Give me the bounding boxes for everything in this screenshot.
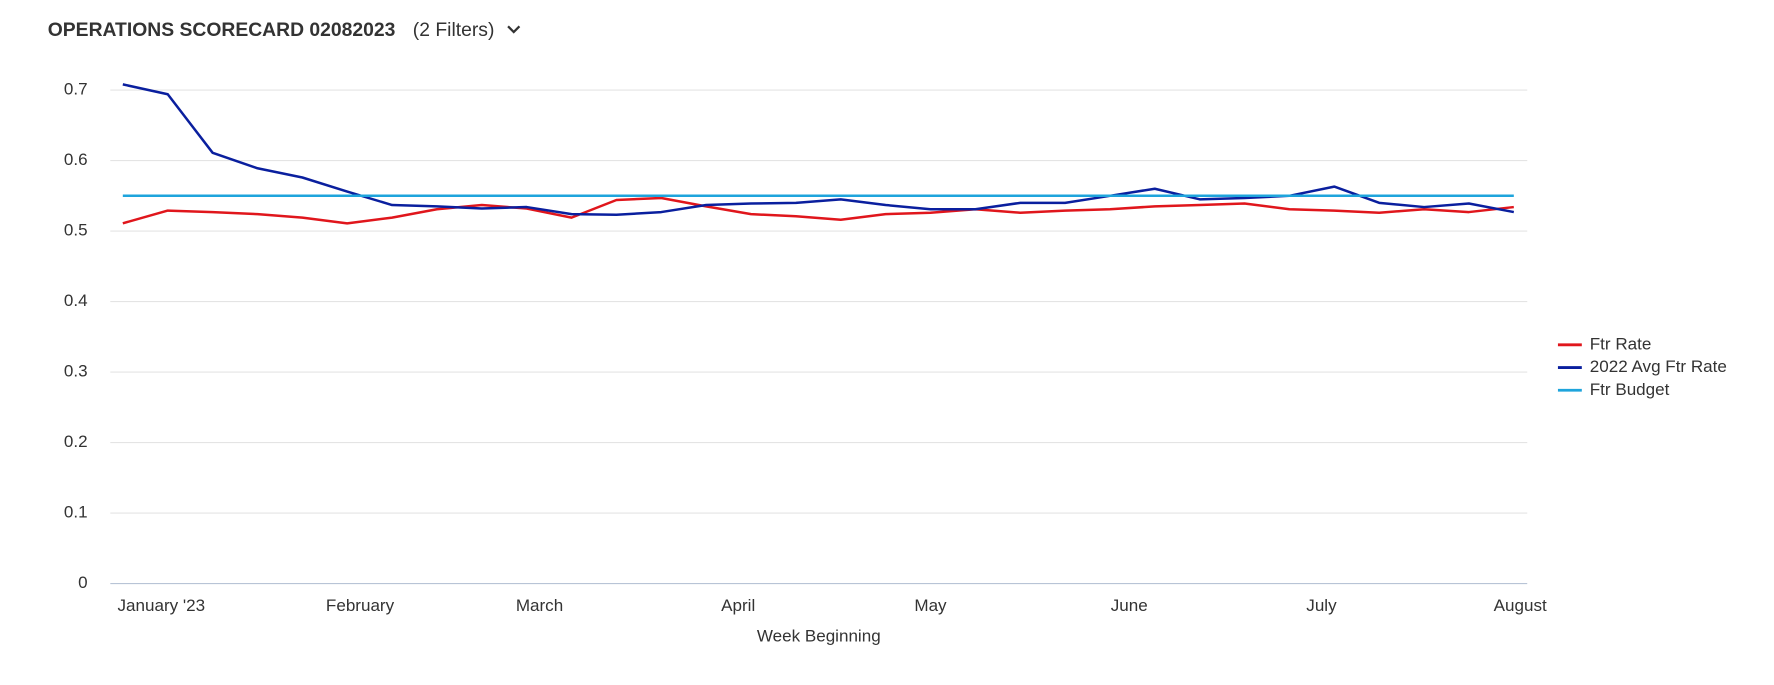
chart-title: OPERATIONS SCORECARD 02082023 bbox=[48, 20, 396, 41]
x-tick-label: April bbox=[721, 596, 755, 615]
x-tick-label: May bbox=[914, 596, 947, 615]
legend-label: Ftr Budget bbox=[1590, 380, 1670, 399]
filter-dropdown[interactable] bbox=[507, 25, 521, 34]
filter-count[interactable]: (2 Filters) bbox=[413, 20, 495, 41]
y-tick-label: 0.5 bbox=[64, 221, 88, 240]
y-tick-label: 0.7 bbox=[64, 80, 88, 99]
x-tick-label: February bbox=[326, 596, 395, 615]
x-tick-label: January '23 bbox=[118, 596, 206, 615]
y-tick-label: 0 bbox=[78, 573, 87, 592]
y-tick-label: 0.6 bbox=[64, 150, 88, 169]
legend-label: Ftr Rate bbox=[1590, 334, 1652, 353]
y-tick-label: 0.3 bbox=[64, 362, 88, 381]
x-tick-label: July bbox=[1306, 596, 1337, 615]
x-axis-title: Week Beginning bbox=[757, 627, 881, 646]
y-tick-label: 0.1 bbox=[64, 503, 88, 522]
y-tick-label: 0.4 bbox=[64, 291, 88, 310]
x-tick-label: August bbox=[1494, 596, 1547, 615]
legend-label: 2022 Avg Ftr Rate bbox=[1590, 357, 1727, 376]
y-tick-label: 0.2 bbox=[64, 432, 88, 451]
x-tick-label: March bbox=[516, 596, 563, 615]
series-line bbox=[122, 196, 1514, 225]
x-tick-label: June bbox=[1111, 596, 1148, 615]
